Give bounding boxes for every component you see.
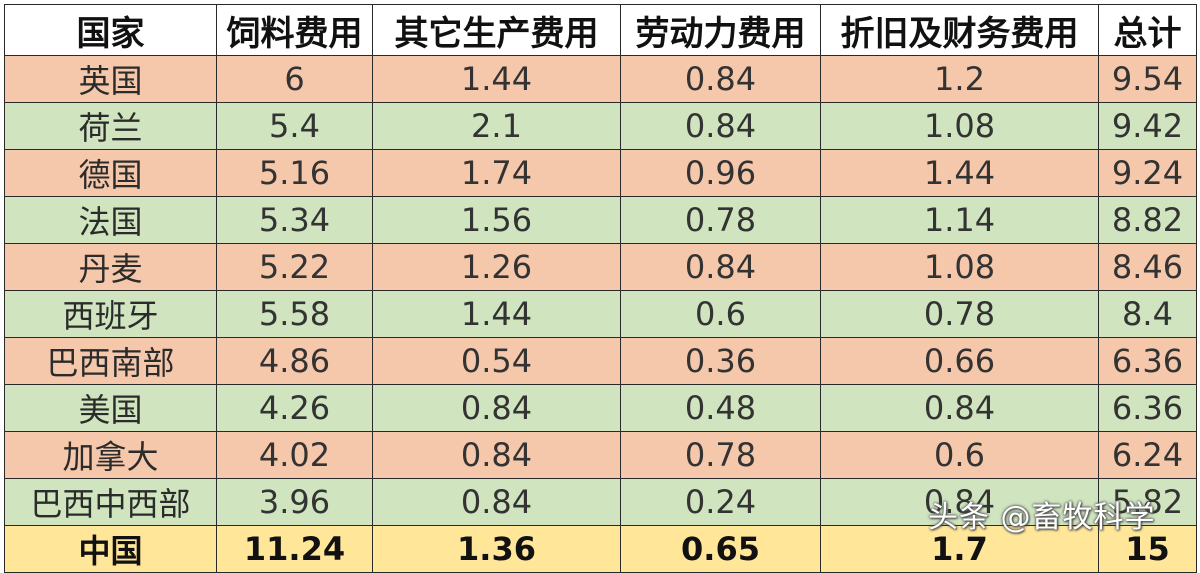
country-cell[interactable]: 西班牙 <box>4 290 217 338</box>
watermark: 头条 @畜牧科学 <box>928 500 1156 535</box>
table-row: 巴西南部 4.86 0.54 0.36 0.66 6.36 <box>4 337 1197 385</box>
other-cost-cell[interactable]: 0.54 <box>372 337 621 385</box>
country-cell[interactable]: 英国 <box>4 55 217 103</box>
depreciation-cost-cell[interactable]: 0.84 <box>820 478 1099 526</box>
header-cell-total[interactable]: 总计 <box>1098 4 1197 56</box>
country-cell[interactable]: 法国 <box>4 196 217 244</box>
other-cost-cell[interactable]: 1.74 <box>372 149 621 197</box>
feed-cost-cell[interactable]: 11.24 <box>216 525 373 573</box>
total-cell[interactable]: 8.46 <box>1098 243 1197 291</box>
table-row: 荷兰 5.4 2.1 0.84 1.08 9.42 <box>4 102 1197 150</box>
total-cell[interactable]: 8.82 <box>1098 196 1197 244</box>
country-cell[interactable]: 德国 <box>4 149 217 197</box>
feed-cost-cell[interactable]: 4.02 <box>216 431 373 479</box>
total-cell[interactable]: 9.24 <box>1098 149 1197 197</box>
total-cell[interactable]: 6.24 <box>1098 431 1197 479</box>
other-cost-cell[interactable]: 2.1 <box>372 102 621 150</box>
labor-cost-cell[interactable]: 0.84 <box>620 102 821 150</box>
depreciation-cost-cell[interactable]: 1.14 <box>820 196 1099 244</box>
country-cell[interactable]: 荷兰 <box>4 102 217 150</box>
depreciation-cost-cell[interactable]: 1.44 <box>820 149 1099 197</box>
feed-cost-cell[interactable]: 4.26 <box>216 384 373 432</box>
other-cost-cell[interactable]: 1.44 <box>372 290 621 338</box>
labor-cost-cell[interactable]: 0.24 <box>620 478 821 526</box>
table-row: 法国 5.34 1.56 0.78 1.14 8.82 <box>4 196 1197 244</box>
total-cell[interactable]: 6.36 <box>1098 384 1197 432</box>
country-cell[interactable]: 美国 <box>4 384 217 432</box>
labor-cost-cell[interactable]: 0.78 <box>620 431 821 479</box>
country-cell[interactable]: 丹麦 <box>4 243 217 291</box>
labor-cost-cell[interactable]: 0.84 <box>620 55 821 103</box>
header-cell-depreciation-finance-cost[interactable]: 折旧及财务费用 <box>820 4 1099 56</box>
labor-cost-cell[interactable]: 0.36 <box>620 337 821 385</box>
table-row: 丹麦 5.22 1.26 0.84 1.08 8.46 <box>4 243 1197 291</box>
table-row: 美国 4.26 0.84 0.48 0.84 6.36 <box>4 384 1197 432</box>
header-cell-other-production-cost[interactable]: 其它生产费用 <box>372 4 621 56</box>
header-cell-labor-cost[interactable]: 劳动力费用 <box>620 4 821 56</box>
labor-cost-cell[interactable]: 0.96 <box>620 149 821 197</box>
table-row: 加拿大 4.02 0.84 0.78 0.6 6.24 <box>4 431 1197 479</box>
feed-cost-cell[interactable]: 5.22 <box>216 243 373 291</box>
total-cell[interactable]: 5.82 <box>1098 478 1197 526</box>
other-cost-cell[interactable]: 0.84 <box>372 384 621 432</box>
labor-cost-cell[interactable]: 0.84 <box>620 243 821 291</box>
country-cell[interactable]: 巴西中西部 <box>4 478 217 526</box>
depreciation-cost-cell[interactable]: 0.66 <box>820 337 1099 385</box>
labor-cost-cell[interactable]: 0.48 <box>620 384 821 432</box>
other-cost-cell[interactable]: 1.44 <box>372 55 621 103</box>
spreadsheet: 国家 饲料费用 其它生产费用 劳动力费用 折旧及财务费用 总计 英国 6 1.4… <box>4 4 1197 573</box>
depreciation-cost-cell[interactable]: 0.84 <box>820 384 1099 432</box>
total-cell[interactable]: 6.36 <box>1098 337 1197 385</box>
table-row: 英国 6 1.44 0.84 1.2 9.54 <box>4 55 1197 103</box>
depreciation-cost-cell[interactable]: 1.2 <box>820 55 1099 103</box>
other-cost-cell[interactable]: 1.56 <box>372 196 621 244</box>
header-cell-feed-cost[interactable]: 饲料费用 <box>216 4 373 56</box>
feed-cost-cell[interactable]: 4.86 <box>216 337 373 385</box>
feed-cost-cell[interactable]: 5.4 <box>216 102 373 150</box>
depreciation-cost-cell[interactable]: 0.78 <box>820 290 1099 338</box>
header-cell-country[interactable]: 国家 <box>4 4 217 56</box>
table-row: 德国 5.16 1.74 0.96 1.44 9.24 <box>4 149 1197 197</box>
country-cell[interactable]: 加拿大 <box>4 431 217 479</box>
depreciation-cost-cell[interactable]: 0.6 <box>820 431 1099 479</box>
depreciation-cost-cell[interactable]: 1.08 <box>820 102 1099 150</box>
total-cell[interactable]: 9.54 <box>1098 55 1197 103</box>
other-cost-cell[interactable]: 1.36 <box>372 525 621 573</box>
other-cost-cell[interactable]: 0.84 <box>372 478 621 526</box>
other-cost-cell[interactable]: 0.84 <box>372 431 621 479</box>
labor-cost-cell[interactable]: 0.78 <box>620 196 821 244</box>
feed-cost-cell[interactable]: 5.58 <box>216 290 373 338</box>
total-cell[interactable]: 9.42 <box>1098 102 1197 150</box>
feed-cost-cell[interactable]: 3.96 <box>216 478 373 526</box>
header-row: 国家 饲料费用 其它生产费用 劳动力费用 折旧及财务费用 总计 <box>4 4 1197 56</box>
table-row: 巴西中西部 3.96 0.84 0.24 0.84 5.82 <box>4 478 1197 526</box>
feed-cost-cell[interactable]: 6 <box>216 55 373 103</box>
total-cell[interactable]: 8.4 <box>1098 290 1197 338</box>
country-cell[interactable]: 中国 <box>4 525 217 573</box>
feed-cost-cell[interactable]: 5.16 <box>216 149 373 197</box>
feed-cost-cell[interactable]: 5.34 <box>216 196 373 244</box>
table-row: 西班牙 5.58 1.44 0.6 0.78 8.4 <box>4 290 1197 338</box>
depreciation-cost-cell[interactable]: 1.08 <box>820 243 1099 291</box>
labor-cost-cell[interactable]: 0.6 <box>620 290 821 338</box>
other-cost-cell[interactable]: 1.26 <box>372 243 621 291</box>
country-cell[interactable]: 巴西南部 <box>4 337 217 385</box>
labor-cost-cell[interactable]: 0.65 <box>620 525 821 573</box>
